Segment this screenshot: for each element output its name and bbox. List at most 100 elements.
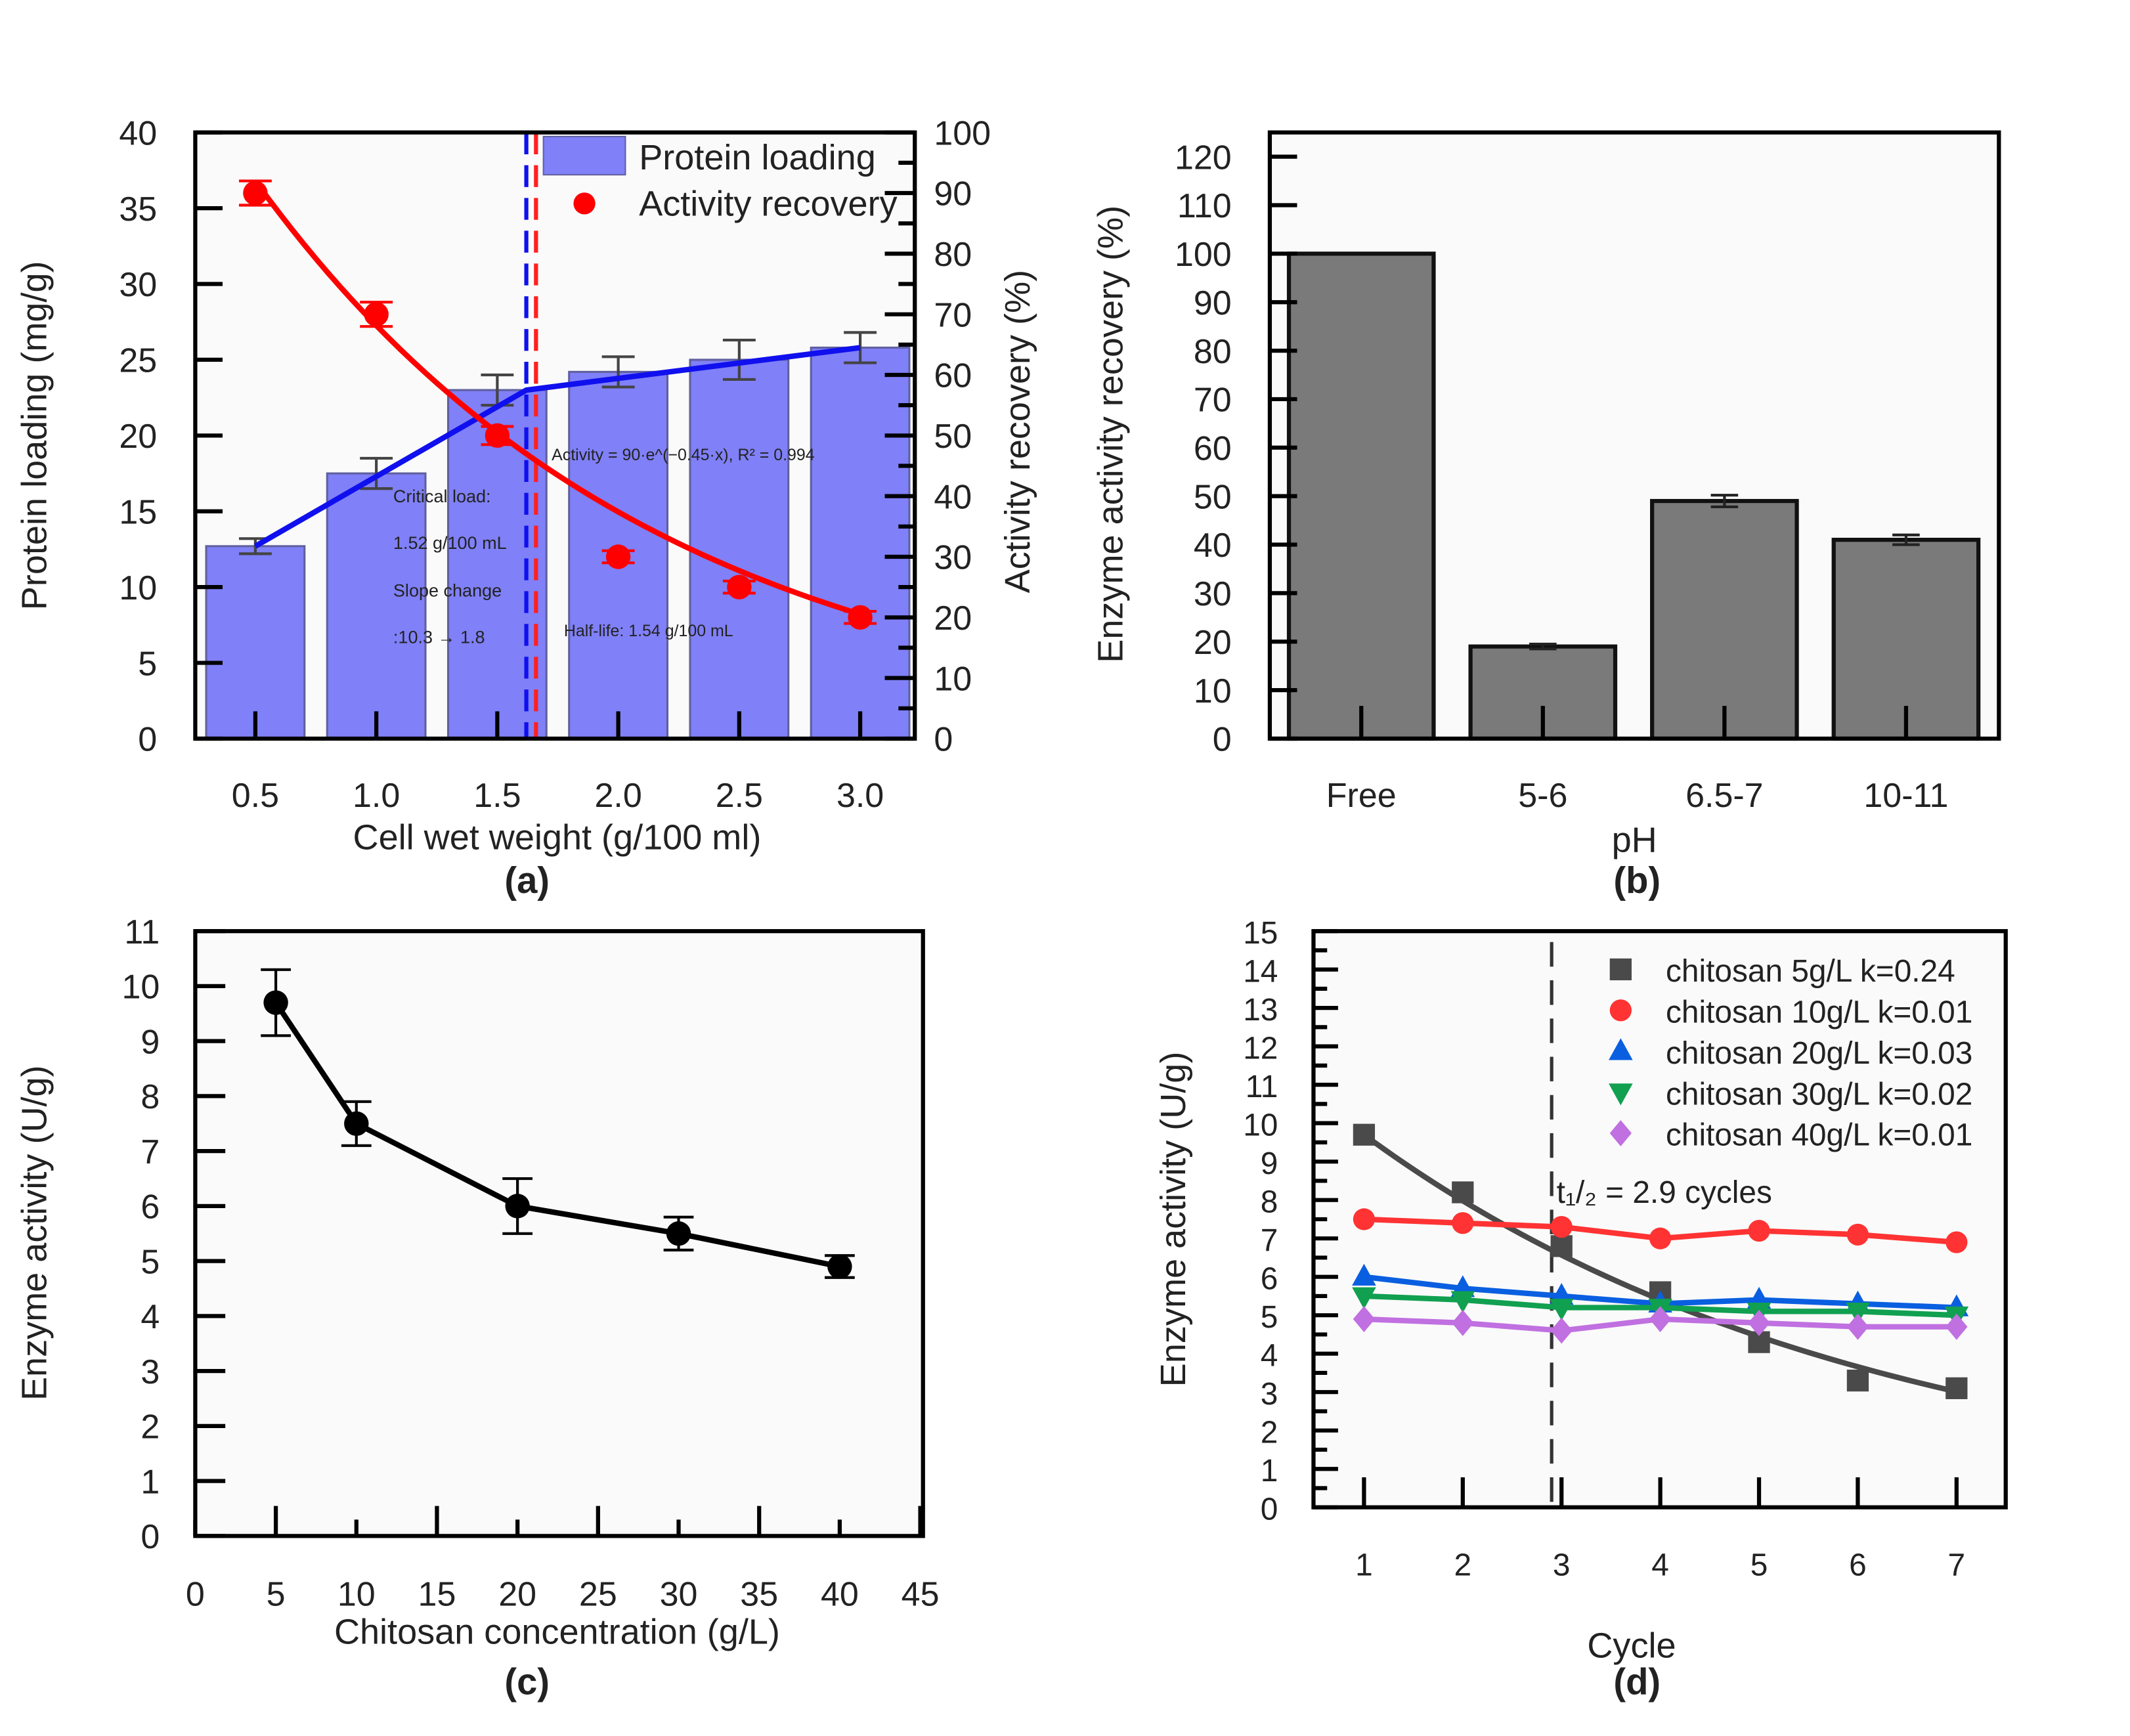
- x-tick-label: 1: [1355, 1548, 1373, 1583]
- y-tick-label: 30: [119, 266, 157, 304]
- y-tick-label: 20: [119, 418, 157, 456]
- x-tick-label: Free: [1326, 777, 1397, 815]
- x-tick-label: 1.5: [473, 777, 521, 815]
- y-tick-label: 80: [1194, 333, 1232, 371]
- y-tick-label-right: 70: [934, 296, 972, 334]
- trend-line-protein: [253, 345, 861, 549]
- y-tick-label: 5: [141, 1243, 160, 1281]
- x-axis-label: Cell wet weight (g/100 ml): [353, 817, 762, 857]
- y-tick-label: 11: [124, 913, 160, 951]
- y-tick-label: 35: [119, 190, 157, 228]
- legend-marker-series-3: [1609, 1083, 1633, 1106]
- y-tick-label: 6: [141, 1188, 160, 1226]
- legend-label-protein: Protein loading: [639, 138, 876, 177]
- legend-swatch-protein: [542, 135, 626, 176]
- point-activity-recovery: [485, 423, 510, 448]
- data-point: [505, 1194, 530, 1219]
- x-tick-label: 0.5: [232, 777, 279, 815]
- x-tick-label: 6.5-7: [1685, 777, 1763, 815]
- x-tick-label: 5: [267, 1575, 286, 1613]
- data-point-series-1: [1550, 1215, 1573, 1238]
- y-tick-label: 30: [1194, 575, 1232, 613]
- y-tick-label: 0: [141, 1518, 160, 1556]
- bar-protein-loading: [446, 389, 548, 740]
- panel-label: (d): [1613, 1661, 1661, 1703]
- legend-label-series-3: chitosan 30g/L k=0.02: [1666, 1077, 1972, 1112]
- y-tick-label: 70: [1194, 381, 1232, 420]
- legend-marker-series-1: [1609, 999, 1632, 1022]
- x-tick-label: 2.0: [594, 777, 641, 815]
- y-axis-label-right: Activity recovery (%): [998, 270, 1037, 594]
- data-point-series-0: [1550, 1235, 1573, 1257]
- y-tick-label: 3: [141, 1353, 160, 1391]
- bar-protein-loading: [810, 346, 911, 740]
- legend-label-series-2: chitosan 20g/L k=0.03: [1666, 1036, 1972, 1071]
- y-tick-label-right: 100: [934, 114, 991, 152]
- panel-label: (a): [504, 859, 550, 901]
- y-tick-label: 8: [1261, 1184, 1278, 1219]
- point-activity-recovery: [243, 181, 268, 206]
- y-tick-label: 1: [1261, 1454, 1278, 1488]
- x-tick-label: 3.0: [837, 777, 884, 815]
- data-point-series-3: [1352, 1287, 1376, 1309]
- x-axis-label: Cycle: [1587, 1626, 1676, 1665]
- bar-Free: [1286, 251, 1436, 741]
- legend-marker-series-0: [1609, 958, 1632, 981]
- y-tick-label: 5: [138, 645, 157, 683]
- data-point: [827, 1254, 852, 1279]
- annotation-half-life: Half-life: 1.54 g/100 mL: [564, 622, 733, 640]
- annotation-slope_2: :10.3 → 1.8: [393, 627, 485, 647]
- annotation-critical_2: 1.52 g/100 mL: [393, 533, 507, 553]
- y-axis-label: Protein loading (mg/g): [15, 261, 54, 610]
- y-tick-label: 9: [141, 1023, 160, 1061]
- y-tick-label: 4: [1261, 1338, 1278, 1373]
- point-activity-recovery: [848, 605, 873, 630]
- x-tick-label: 10-11: [1863, 777, 1948, 815]
- legend-label-series-4: chitosan 40g/L k=0.01: [1666, 1118, 1972, 1153]
- y-tick-label: 40: [1194, 527, 1232, 565]
- y-tick-label-right: 0: [934, 721, 953, 759]
- y-tick-label: 9: [1261, 1146, 1278, 1181]
- legend-label-series-1: chitosan 10g/L k=0.01: [1666, 995, 1972, 1030]
- bar-protein-loading: [205, 545, 306, 740]
- y-tick-label: 20: [1194, 624, 1232, 662]
- x-tick-label: 5: [1750, 1548, 1768, 1583]
- x-tick-label: 7: [1948, 1548, 1966, 1583]
- axes-frame-c: [193, 929, 925, 1538]
- y-tick-label: 7: [141, 1133, 160, 1171]
- point-activity-recovery: [364, 301, 389, 327]
- y-tick-label: 15: [119, 493, 157, 531]
- data-point-series-3: [1846, 1303, 1870, 1325]
- legend-label-activity: Activity recovery: [639, 184, 897, 224]
- y-tick-label: 13: [1243, 993, 1278, 1028]
- data-point: [666, 1221, 691, 1246]
- y-tick-label: 40: [119, 114, 157, 152]
- x-axis-label: Chitosan concentration (g/L): [334, 1613, 780, 1652]
- data-point-series-3: [1450, 1291, 1475, 1313]
- data-point-series-0: [1846, 1370, 1869, 1392]
- y-tick-label: 10: [122, 968, 160, 1007]
- y-tick-label-right: 80: [934, 236, 972, 274]
- annotation-critical_1: Critical load:: [393, 487, 491, 506]
- annotation-fit-equation: Activity = 90·e^(−0.45·x), R² = 0.994: [552, 446, 815, 464]
- y-tick-label-right: 40: [934, 478, 972, 516]
- point-activity-recovery: [605, 544, 631, 569]
- data-point-series-1: [1945, 1231, 1968, 1253]
- data-point-series-1: [1649, 1227, 1672, 1249]
- annotation-half-life: t₁/₂ = 2.9 cycles: [1557, 1175, 1772, 1210]
- annotation-slope_1: Slope change: [393, 581, 502, 601]
- y-tick-label: 0: [1213, 721, 1232, 759]
- y-tick-label: 60: [1194, 430, 1232, 468]
- plot-area-a: [195, 132, 915, 739]
- x-tick-label: 4: [1651, 1548, 1669, 1583]
- legend-marker-series-2: [1609, 1038, 1633, 1060]
- fit-curve-activity: [253, 179, 861, 617]
- panel-label: (b): [1613, 859, 1661, 901]
- y-tick-label: 90: [1194, 284, 1232, 322]
- y-tick-label: 0: [138, 721, 157, 759]
- bar-protein-loading: [689, 358, 790, 740]
- y-tick-label: 1: [141, 1463, 160, 1501]
- data-point: [344, 1111, 369, 1136]
- y-tick-label: 10: [119, 569, 157, 607]
